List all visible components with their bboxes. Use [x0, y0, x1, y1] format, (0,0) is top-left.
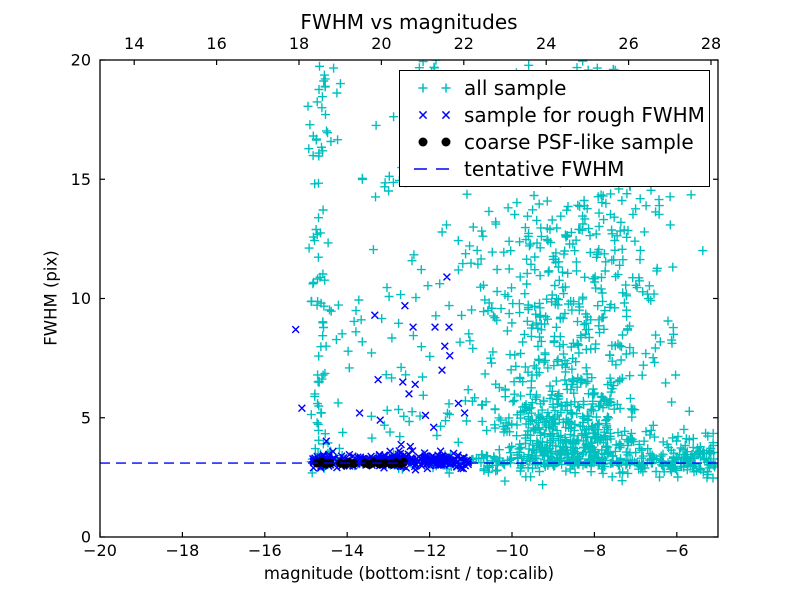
data-point	[379, 458, 389, 468]
y-axis-label: FWHM (pix)	[41, 250, 61, 346]
x-bottom-tick-label: −6	[665, 541, 689, 560]
legend-item-rough-fwhm: sample for rough FWHM	[408, 103, 709, 128]
x-bottom-tick-label: −16	[248, 541, 282, 560]
x-top-tick-label: 20	[371, 34, 391, 53]
x-top-tick-label: 26	[618, 34, 638, 53]
x-top-tick-label: 22	[454, 34, 474, 53]
legend-item-psf-sample: coarse PSF-like sample	[408, 129, 709, 154]
data-point	[349, 459, 359, 468]
x-top-tick-label: 14	[124, 34, 144, 53]
y-tick-label: 20	[71, 51, 91, 70]
tick-labels: −20 −18 −16 −14 −12 −10 −8 −6 14 16 18 20 22 24 26 28 0 5…	[71, 34, 722, 560]
tick-marks	[99, 59, 718, 538]
x-marker-icon	[408, 103, 464, 127]
y-tick-label: 10	[71, 289, 91, 308]
plus-marker-icon	[408, 76, 464, 100]
chart-title: FWHM vs magnitudes	[300, 10, 518, 34]
x-bottom-tick-label: −18	[166, 541, 200, 560]
y-tick-label: 5	[81, 408, 91, 427]
legend-item-all-sample: all sample	[408, 76, 709, 101]
x-bottom-tick-label: −20	[83, 541, 117, 560]
x-axis-label: magnitude (bottom:isnt / top:calib)	[263, 564, 555, 583]
y-tick-label: 15	[71, 170, 91, 189]
dashed-line-icon	[408, 157, 464, 181]
x-top-tick-label: 24	[536, 34, 556, 53]
legend-label: all sample	[464, 76, 567, 101]
x-top-tick-label: 28	[701, 34, 721, 53]
dot-marker-icon	[408, 130, 464, 154]
x-top-tick-label: 16	[206, 34, 226, 53]
legend-label: sample for rough FWHM	[464, 103, 705, 128]
legend-label: tentative FWHM	[464, 156, 625, 181]
legend-item-tentative-fwhm: tentative FWHM	[408, 156, 709, 181]
x-bottom-tick-label: −12	[413, 541, 447, 560]
x-bottom-tick-label: −10	[495, 541, 529, 560]
legend-label: coarse PSF-like sample	[464, 129, 694, 154]
x-bottom-tick-label: −8	[583, 541, 607, 560]
data-point	[399, 457, 409, 467]
x-top-tick-label: 18	[289, 34, 309, 53]
legend: all sample sample for rough FWHM coarse …	[399, 70, 710, 187]
x-bottom-tick-label: −14	[330, 541, 364, 560]
y-tick-label: 0	[81, 528, 91, 547]
